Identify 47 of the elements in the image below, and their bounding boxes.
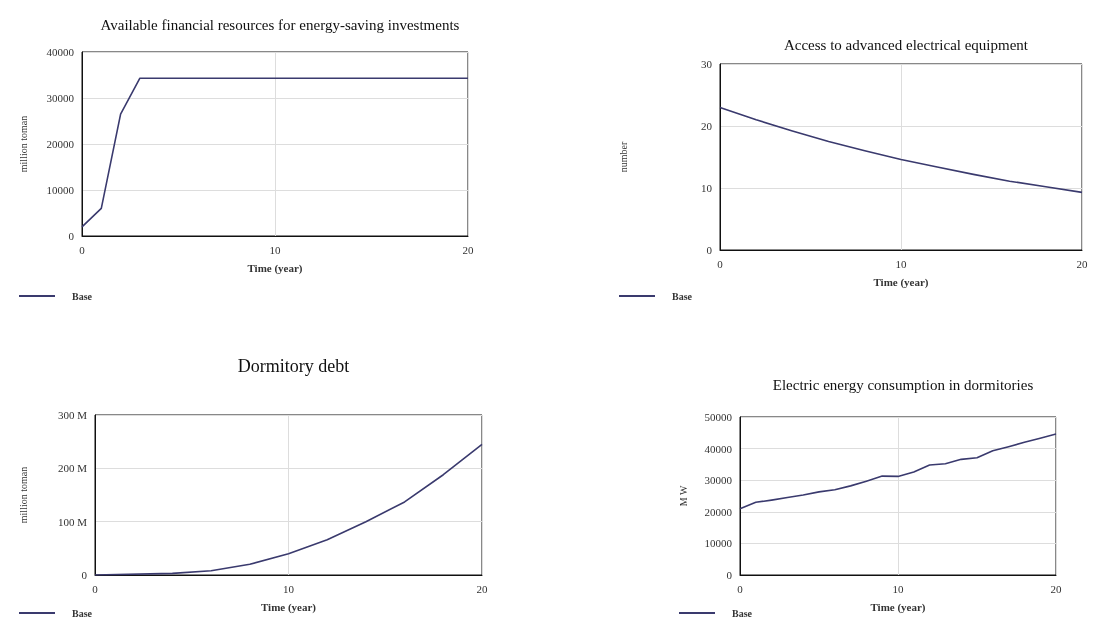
x-tick-label: 20 bbox=[462, 243, 474, 256]
y-tick-label: 200 M bbox=[57, 462, 88, 475]
y-tick-label: 30000 bbox=[704, 474, 733, 487]
y-tick-label: 20 bbox=[701, 120, 713, 132]
y-tick-label: 40000 bbox=[704, 442, 733, 455]
chart-title: Dormitory debt bbox=[237, 356, 350, 376]
y-tick-label: 10 bbox=[701, 182, 713, 194]
line-series bbox=[719, 106, 1083, 194]
y-tick-label: 0 bbox=[81, 569, 88, 581]
y-axis-title: million toman bbox=[17, 115, 29, 173]
line-series bbox=[739, 433, 1057, 510]
y-axis-title: million toman bbox=[17, 466, 29, 524]
y-tick-label: 10000 bbox=[704, 537, 733, 550]
x-axis-title: Time (year) bbox=[873, 275, 929, 289]
y-tick-label: 0 bbox=[726, 569, 733, 581]
chart-title: Electric energy consumption in dormitories bbox=[772, 376, 1034, 393]
x-tick-label: 10 bbox=[283, 582, 295, 595]
y-tick-label: 10000 bbox=[46, 184, 75, 196]
y-tick-label: 0 bbox=[68, 230, 75, 242]
y-tick-label: 50000 bbox=[704, 411, 733, 423]
y-axis-title: number bbox=[617, 141, 629, 173]
x-tick-label: 10 bbox=[269, 243, 281, 256]
y-axis-title: M W bbox=[677, 485, 689, 507]
x-tick-label: 0 bbox=[92, 582, 99, 595]
chart-title: Access to advanced electrical equipment bbox=[783, 36, 1029, 53]
x-tick-label: 20 bbox=[1076, 257, 1088, 270]
line-series bbox=[81, 77, 469, 228]
x-axis-title: Time (year) bbox=[247, 261, 303, 275]
x-axis-title: Time (year) bbox=[260, 600, 317, 614]
x-tick-label: 20 bbox=[476, 582, 488, 595]
y-tick-label: 20000 bbox=[704, 505, 733, 518]
y-tick-label: 30000 bbox=[46, 92, 75, 104]
x-tick-label: 20 bbox=[1050, 582, 1062, 595]
x-tick-label: 10 bbox=[892, 582, 904, 595]
x-tick-label: 10 bbox=[895, 257, 907, 270]
y-tick-label: 300 M bbox=[57, 409, 88, 421]
legend-label: Base bbox=[672, 290, 693, 302]
y-tick-label: 100 M bbox=[57, 515, 88, 528]
legend-label: Base bbox=[72, 607, 93, 617]
x-axis-title: Time (year) bbox=[870, 600, 926, 614]
y-tick-label: 30 bbox=[701, 58, 713, 70]
y-tick-label: 20000 bbox=[46, 138, 75, 150]
legend-label: Base bbox=[732, 607, 753, 617]
legend-label: Base bbox=[72, 290, 93, 302]
chart-title: Available financial resources for energy-saving investments bbox=[100, 16, 460, 33]
y-tick-label: 40000 bbox=[46, 46, 75, 58]
x-tick-label: 0 bbox=[737, 582, 744, 595]
